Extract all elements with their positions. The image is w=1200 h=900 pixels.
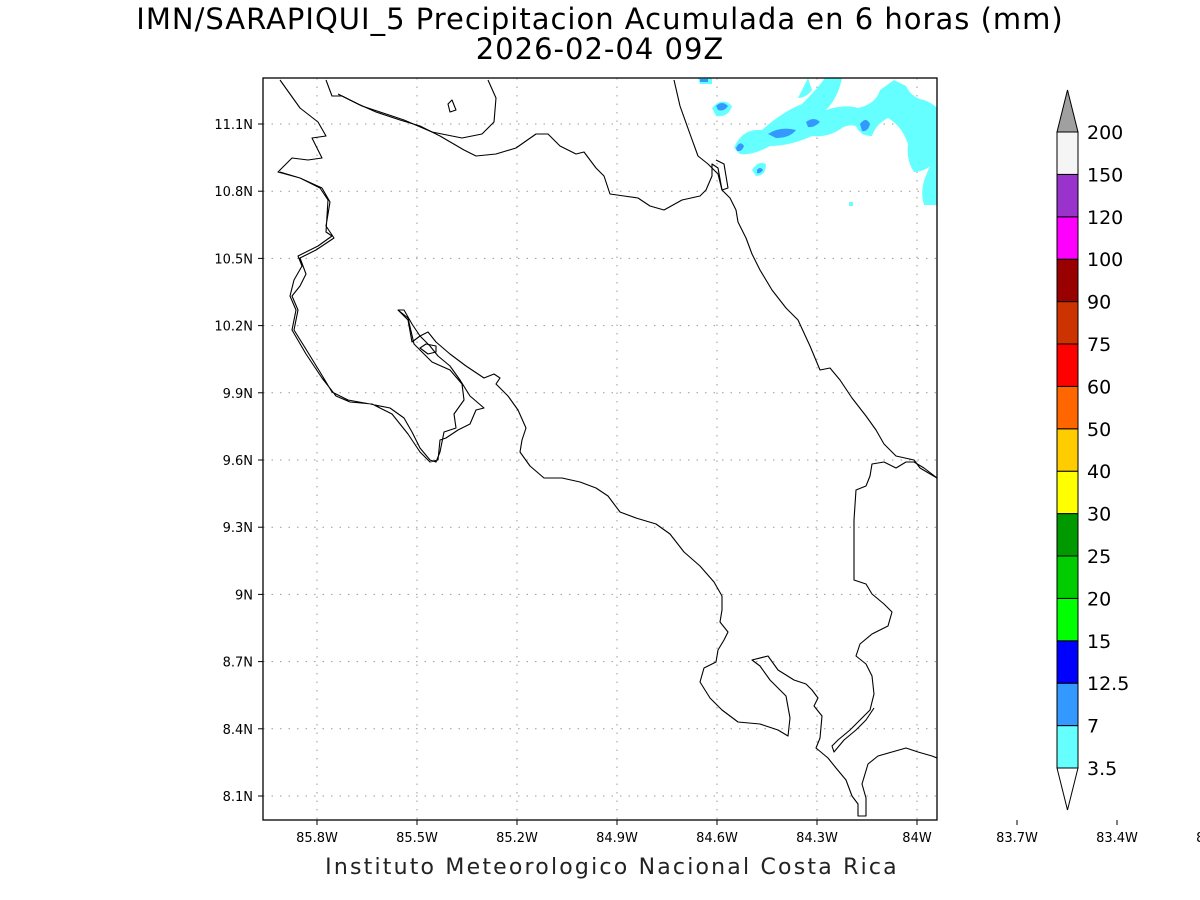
legend-swatch: [1056, 301, 1079, 345]
lon-tick-label: 83.4W: [1096, 831, 1138, 846]
legend-label: 30: [1087, 504, 1111, 526]
panama-border: [831, 461, 937, 753]
lon-tick-label: 84W: [902, 831, 932, 846]
lat-tick-label: 8.4N: [223, 723, 253, 738]
legend-swatch: [1056, 597, 1079, 642]
legend-swatch: [1056, 173, 1079, 218]
moderate-rain-areas: [700, 79, 870, 174]
legend-swatch: [1056, 216, 1079, 260]
legend-label: 15: [1087, 631, 1111, 653]
map-frame: [262, 77, 938, 821]
map-title: IMN/SARAPIQUI_5 Precipitacion Acumulada …: [136, 2, 1064, 36]
legend-label: 7: [1087, 716, 1099, 738]
lon-tick-label: 84.6W: [696, 831, 738, 846]
nicoya-island: [419, 343, 437, 355]
lon-tick-label: 84.9W: [596, 831, 638, 846]
legend-label: 3.5: [1087, 758, 1117, 780]
legend-swatch: [1056, 555, 1079, 599]
legend-label: 50: [1087, 419, 1111, 441]
legend-swatch: [1056, 258, 1079, 303]
lat-tick-label: 8.7N: [223, 656, 253, 671]
legend-label: 90: [1087, 292, 1111, 314]
coastlines: [277, 79, 937, 817]
lat-tick-label: 9.9N: [223, 387, 253, 402]
precipitation-field: [698, 78, 937, 206]
ometepe-island: [447, 99, 457, 113]
map-grid: 85.8W 85.5W 85.2W 84.9W 84.6W 84.3W 84W 83.7W 83…: [214, 78, 1200, 846]
lon-tick-label: 85.8W: [296, 831, 338, 846]
legend-label: 150: [1087, 164, 1123, 186]
legend-label: 200: [1087, 122, 1123, 144]
legend-swatch: [1056, 725, 1079, 769]
nicaragua-border: [325, 79, 729, 211]
lat-tick-label: 9N: [235, 588, 253, 603]
lat-tick-label: 11.1N: [214, 118, 253, 133]
legend-label: 20: [1087, 588, 1111, 610]
lat-tick-label: 8.1N: [223, 790, 253, 805]
lat-tick-label: 10.2N: [214, 320, 253, 335]
light-rain-areas: [698, 78, 937, 206]
legend-swatch: [1056, 640, 1079, 684]
footer-credit: Instituto Meteorologico Nacional Costa R…: [325, 855, 899, 880]
legend-swatch: [1056, 428, 1079, 472]
lake-nicaragua-shore: [337, 79, 497, 139]
map-subtitle-datetime: 2026-02-04 09Z: [475, 32, 725, 66]
legend-swatch: [1056, 682, 1079, 727]
legend-label: 40: [1087, 461, 1111, 483]
caribbean-coastline: [673, 79, 937, 479]
legend-swatch: [1056, 131, 1079, 175]
legend-label: 12.5: [1087, 673, 1129, 695]
legend-label: 100: [1087, 249, 1123, 271]
lon-tick-label: 84.3W: [796, 831, 838, 846]
color-legend: 3.5 7 12.5 15 20 25 30 40 50 60 75 90 100 120 150 200: [1056, 89, 1129, 811]
lon-tick-label: 85.5W: [396, 831, 438, 846]
lon-tick-label: 83.7W: [996, 831, 1038, 846]
lon-tick-label: 85.2W: [496, 831, 538, 846]
lat-tick-label: 10.5N: [214, 252, 253, 267]
legend-over-arrow: [1056, 89, 1079, 133]
lon-tick-label: 83.1W: [1196, 831, 1200, 846]
legend-swatch: [1056, 343, 1079, 387]
gulf-of-nicoya-coast: [397, 309, 937, 817]
lat-tick-label: 10.8N: [214, 185, 253, 200]
lat-tick-label: 9.3N: [223, 521, 253, 536]
legend-swatch: [1056, 470, 1079, 515]
legend-label: 60: [1087, 376, 1111, 398]
lat-tick-label: 9.6N: [223, 454, 253, 469]
legend-under-arrow: [1056, 767, 1079, 811]
legend-label: 75: [1087, 334, 1111, 356]
pacific-coastline: [277, 79, 485, 463]
legend-swatch: [1056, 385, 1079, 430]
legend-label: 120: [1087, 207, 1123, 229]
legend-label: 25: [1087, 546, 1111, 568]
legend-swatch: [1056, 513, 1079, 557]
